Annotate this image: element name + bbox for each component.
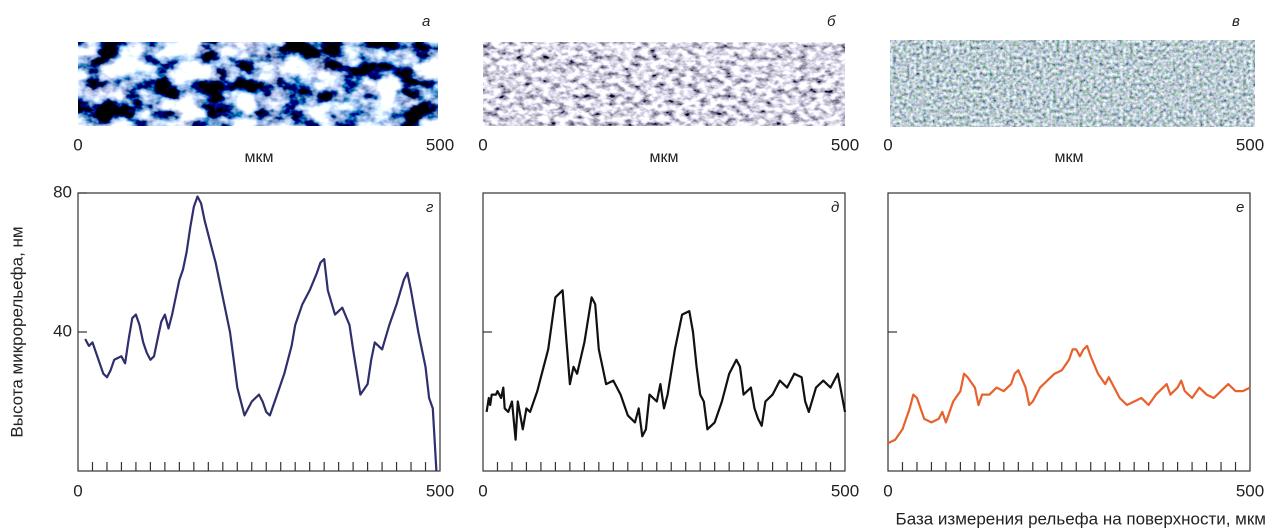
scale-tick-label: 500 (426, 135, 454, 154)
scale-tick-label: 0 (73, 135, 82, 154)
x-tick-label: 0 (73, 481, 82, 500)
scale-tick-label: 500 (831, 135, 859, 154)
data-line (485, 289, 847, 441)
scale-tick-label: 500 (1236, 135, 1264, 154)
panel-label: г (426, 199, 434, 216)
scale-tick-label: 0 (883, 135, 892, 154)
scale-tick-label: 0 (478, 135, 487, 154)
panel-label: а (422, 13, 430, 30)
data-line (84, 195, 438, 472)
panel-label: б (827, 13, 836, 30)
plot-frame (482, 192, 846, 472)
scale-label: мкм (650, 149, 679, 166)
micrograph (483, 42, 845, 126)
x-tick-label: 500 (831, 481, 859, 500)
x-axis-label: База измерения рельефа на поверхности, м… (896, 509, 1266, 528)
x-tick-label: 0 (883, 481, 892, 500)
scale-label: мкм (245, 149, 274, 166)
data-line (887, 344, 1251, 445)
y-tick-label: 40 (53, 321, 72, 340)
y-tick-label: 80 (53, 182, 72, 201)
panel-label: д (831, 199, 839, 216)
x-tick-label: 0 (478, 481, 487, 500)
micrograph (78, 42, 438, 126)
plot-frame (887, 192, 1251, 472)
x-tick-label: 500 (1236, 481, 1264, 500)
micrograph (890, 40, 1255, 127)
panel-label: в (1232, 13, 1240, 30)
panel-label: е (1236, 199, 1244, 216)
scale-label: мкм (1055, 149, 1084, 166)
y-axis-label: Высота микрорельефа, нм (7, 226, 26, 437)
x-tick-label: 500 (426, 481, 454, 500)
plot-frame (77, 192, 441, 472)
